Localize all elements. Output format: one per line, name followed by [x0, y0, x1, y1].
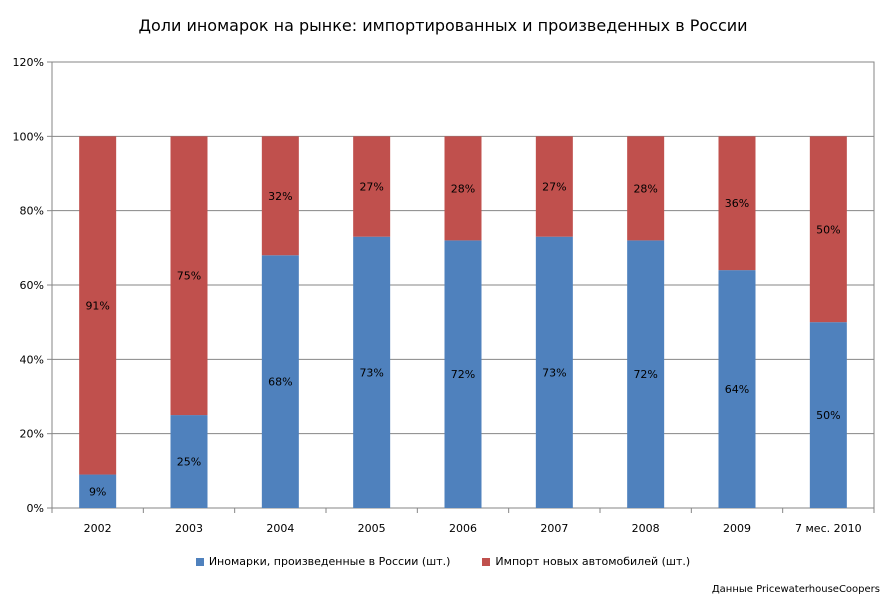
x-tick-label: 2006	[449, 522, 477, 535]
x-tick-label: 2008	[632, 522, 660, 535]
x-tick-label: 2007	[540, 522, 568, 535]
data-label: 50%	[816, 223, 840, 236]
bar-russia	[535, 236, 573, 508]
data-label: 25%	[177, 456, 201, 469]
bar-import	[261, 136, 299, 256]
legend-label-russia: Иномарки, произведенные в России (шт.)	[208, 555, 451, 568]
legend-swatch-russia	[195, 557, 204, 566]
bar-russia	[718, 270, 756, 508]
x-tick-label: 2004	[266, 522, 294, 535]
bar-russia	[809, 322, 847, 508]
bar-russia	[261, 255, 299, 508]
y-tick-label: 60%	[20, 279, 44, 292]
data-label: 91%	[85, 299, 109, 312]
y-tick-label: 80%	[20, 205, 44, 218]
data-label: 68%	[268, 376, 292, 389]
legend-swatch-import	[482, 557, 491, 566]
data-label: 72%	[451, 368, 475, 381]
bar-russia	[353, 236, 391, 508]
chart-title: Доли иномарок на рынке: импортированных …	[138, 16, 748, 35]
bar-import	[809, 136, 847, 323]
y-tick-label: 0%	[27, 502, 44, 515]
y-tick-label: 120%	[13, 56, 44, 69]
data-label: 27%	[359, 181, 383, 194]
bar-import	[718, 136, 756, 271]
x-tick-label: 7 мес. 2010	[795, 522, 862, 535]
legend-item-russia: Иномарки, произведенные в России (шт.)	[195, 555, 451, 568]
data-label: 36%	[725, 197, 749, 210]
data-label: 32%	[268, 190, 292, 203]
bar-import	[535, 136, 573, 237]
bar-import	[170, 136, 208, 416]
x-tick-label: 2002	[84, 522, 112, 535]
data-label: 9%	[89, 485, 106, 498]
x-tick-label: 2009	[723, 522, 751, 535]
bar-russia	[444, 240, 482, 508]
y-tick-label: 20%	[20, 428, 44, 441]
data-label: 28%	[633, 182, 657, 195]
bar-russia	[79, 474, 117, 508]
data-label: 27%	[542, 181, 566, 194]
source-note: Данные PricewaterhouseCoopers	[711, 584, 880, 595]
legend-item-import: Импорт новых автомобилей (шт.)	[482, 555, 690, 568]
data-label: 50%	[816, 409, 840, 422]
legend: Иномарки, произведенные в России (шт.) И…	[0, 555, 886, 568]
data-label: 64%	[725, 383, 749, 396]
y-tick-label: 100%	[13, 130, 44, 143]
legend-label-import: Импорт новых автомобилей (шт.)	[495, 555, 691, 568]
bar-import	[79, 136, 117, 475]
y-tick-label: 40%	[20, 353, 44, 366]
bar-russia	[627, 240, 665, 508]
bar-import	[353, 136, 391, 237]
data-label: 73%	[359, 366, 383, 379]
bar-import	[627, 136, 665, 241]
data-label: 72%	[633, 368, 657, 381]
bar-russia	[170, 415, 208, 508]
x-tick-label: 2005	[358, 522, 386, 535]
bar-import	[444, 136, 482, 241]
data-label: 28%	[451, 182, 475, 195]
x-tick-label: 2003	[175, 522, 203, 535]
data-label: 73%	[542, 366, 566, 379]
data-label: 75%	[177, 270, 201, 283]
